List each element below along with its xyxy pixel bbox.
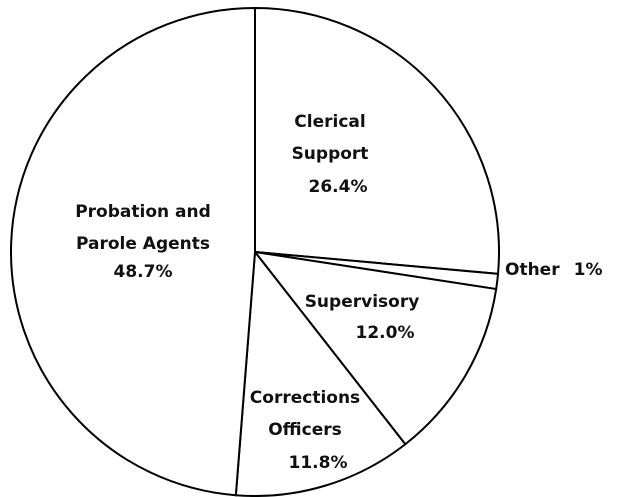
label-line: Probation and [75,202,211,222]
pie-slice [252,250,498,446]
slice-label: Other 1% [505,260,602,280]
value-label: 48.7% [114,262,173,282]
value-label: 11.8% [289,453,348,473]
category-label: Clerical Support [292,112,369,164]
pie-slice [10,6,256,497]
value-label: 12.0% [356,323,415,343]
pie-slice [234,249,407,497]
value-label: 26.4% [309,177,368,197]
value-label: 1% [574,260,603,280]
label-line: Supervisory [305,292,420,312]
label-line: Officers [268,420,342,440]
label-line: Clerical [294,112,365,132]
label-line: Support [292,144,369,164]
category-label: Other [505,260,560,280]
category-label: Corrections Officers [250,388,360,440]
category-label: Supervisory [305,292,420,312]
label-line: Parole Agents [76,234,210,254]
label-line: Corrections [250,388,360,408]
pie-slice [254,6,500,275]
category-label: Probation and Parole Agents [75,202,211,254]
